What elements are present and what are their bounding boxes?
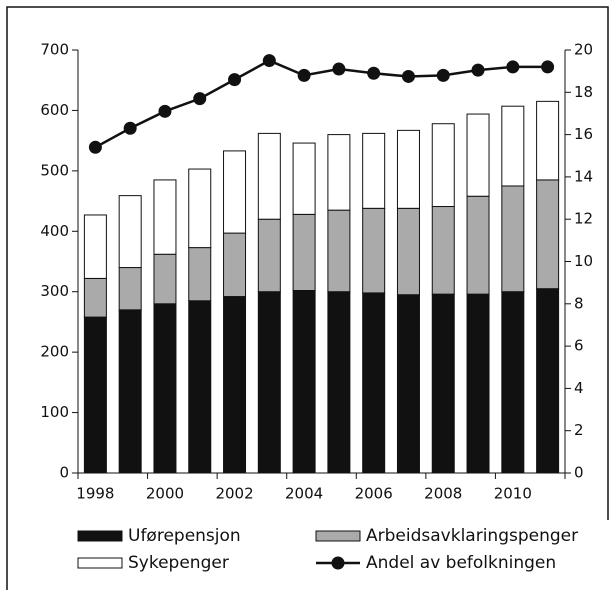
line-marker	[541, 60, 555, 74]
bar-segment	[223, 232, 247, 298]
bar-segment	[153, 253, 177, 305]
line-marker	[401, 69, 415, 83]
bar-segment	[83, 277, 107, 318]
line-marker	[367, 66, 381, 80]
legend-swatch	[315, 530, 361, 542]
line-marker	[471, 63, 485, 77]
line-marker	[88, 140, 102, 154]
bar-segment	[153, 179, 177, 255]
y2-tick-label: 20	[574, 41, 593, 59]
bar-segment	[223, 150, 247, 234]
bar-segment	[536, 100, 560, 181]
legend-label: Arbeidsavklaringspenger	[366, 526, 578, 546]
bar-segment	[431, 206, 455, 295]
line-marker	[436, 68, 450, 82]
bar-segment	[327, 291, 351, 474]
bar-segment	[188, 247, 212, 302]
bar-segment	[292, 142, 316, 215]
bar-segment	[257, 132, 281, 220]
y2-tick-label: 8	[574, 294, 584, 312]
y-tick-label: 400	[40, 222, 69, 240]
x-tick-label: 2004	[285, 485, 323, 503]
y-tick-label: 600	[40, 101, 69, 119]
line-marker	[506, 60, 520, 74]
legend-label: Sykepenger	[128, 553, 229, 573]
bar-segment	[153, 303, 177, 474]
bar-segment	[431, 293, 455, 474]
y-tick-label: 700	[40, 41, 69, 59]
line-marker	[262, 54, 276, 68]
x-tick-label: 2008	[424, 485, 462, 503]
x-tick-label: 2002	[215, 485, 253, 503]
bar-segment	[431, 123, 455, 208]
bar-segment	[83, 316, 107, 474]
bar-segment	[292, 290, 316, 474]
bar-segment	[327, 134, 351, 211]
y2-tick-label: 6	[574, 337, 584, 355]
y-tick-label: 100	[40, 403, 69, 421]
bar-segment	[396, 207, 420, 296]
bar-segment	[536, 179, 560, 290]
x-tick-label: 2010	[494, 485, 532, 503]
bar-segment	[396, 294, 420, 474]
bar-segment	[362, 207, 386, 294]
bar-segment	[188, 300, 212, 474]
y-tick-label: 500	[40, 161, 69, 179]
y-tick-label: 200	[40, 343, 69, 361]
bar-segment	[188, 168, 212, 249]
bar-segment	[362, 292, 386, 474]
bar-segment	[501, 291, 525, 474]
x-tick-label: 1998	[76, 485, 114, 503]
line-marker	[158, 104, 172, 118]
line-marker	[228, 73, 242, 87]
y2-tick-label: 18	[574, 83, 593, 101]
bar-segment	[327, 209, 351, 293]
legend-label: Andel av befolkningen	[366, 553, 556, 573]
legend-swatch	[77, 557, 123, 569]
bar-segment	[536, 288, 560, 474]
bar-segment	[501, 185, 525, 293]
x-tick-label: 2006	[355, 485, 393, 503]
bar-segment	[501, 105, 525, 187]
legend-marker	[331, 556, 345, 570]
bar-segment	[118, 267, 142, 311]
y2-tick-label: 10	[574, 252, 593, 270]
frame	[6, 6, 609, 590]
x-tick-label: 2000	[146, 485, 184, 503]
legend-swatch	[77, 530, 123, 542]
y2-tick-label: 12	[574, 210, 593, 228]
y-tick-label: 300	[40, 282, 69, 300]
y2-tick-label: 0	[574, 464, 584, 482]
bar-segment	[292, 213, 316, 292]
y-tick-label: 0	[59, 464, 69, 482]
y2-tick-label: 4	[574, 379, 584, 397]
bar-segment	[257, 218, 281, 293]
y2-tick-label: 2	[574, 421, 584, 439]
bar-segment	[466, 113, 490, 197]
y2-tick-label: 16	[574, 125, 593, 143]
bar-segment	[83, 214, 107, 279]
bar-segment	[396, 129, 420, 209]
line-marker	[123, 121, 137, 135]
legend-label: Uførepensjon	[128, 526, 241, 546]
line-marker	[297, 68, 311, 82]
bar-segment	[362, 132, 386, 209]
bar-segment	[118, 195, 142, 269]
y2-tick-label: 14	[574, 167, 593, 185]
line-marker	[332, 62, 346, 76]
bar-segment	[257, 291, 281, 474]
bar-segment	[466, 195, 490, 295]
bar-segment	[466, 293, 490, 474]
bar-segment	[118, 309, 142, 474]
line-marker	[193, 92, 207, 106]
bar-segment	[223, 296, 247, 474]
